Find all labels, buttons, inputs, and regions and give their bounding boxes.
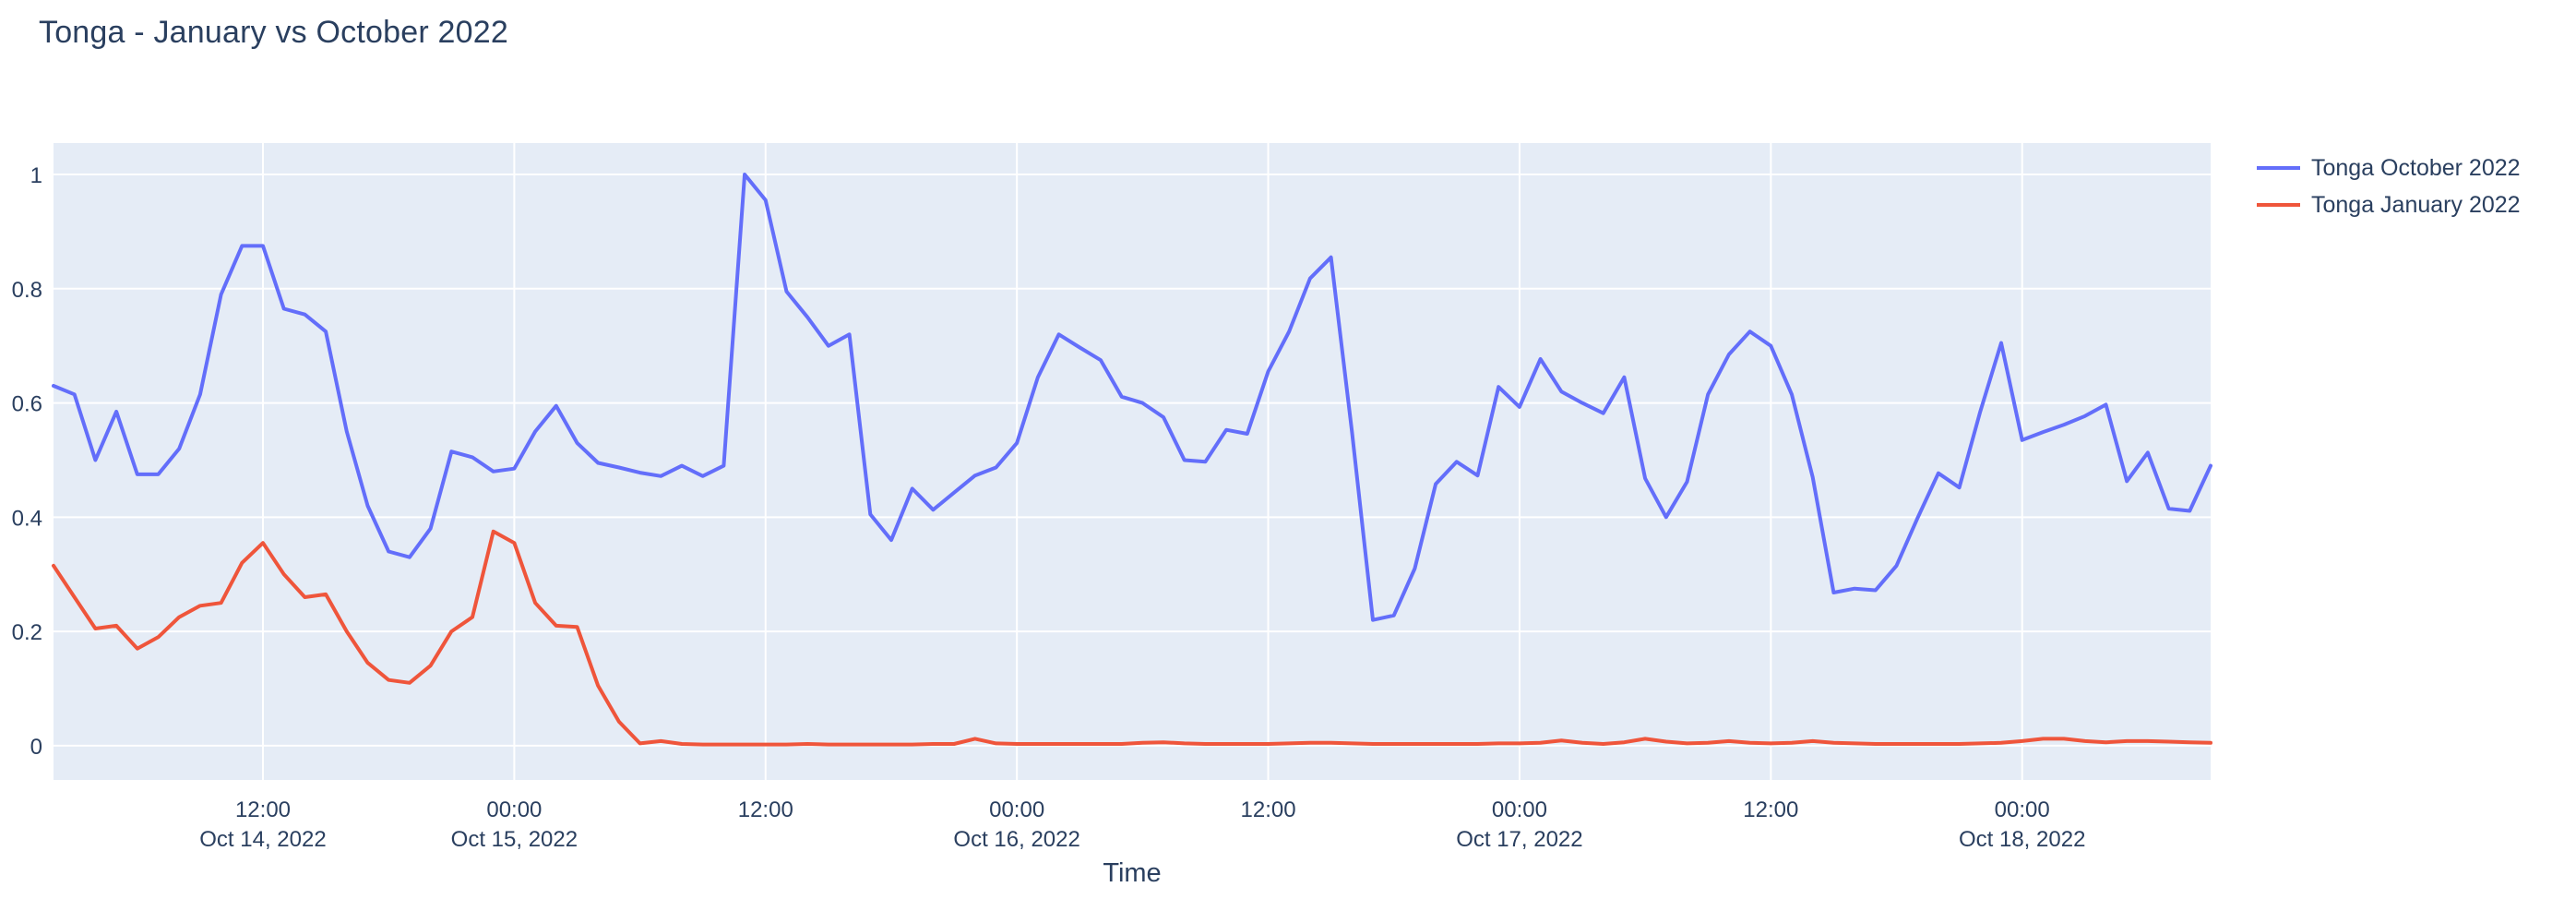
x-tick-time-label: 12:00 [235,797,291,822]
series-line-january[interactable] [52,529,2212,747]
legend-line-sample-january [2257,203,2300,207]
y-tick-label: 1 [30,163,42,188]
x-tick-time-label: 00:00 [486,797,542,822]
y-tick-label: 0.6 [12,392,42,417]
y-tick-label: 0 [30,735,42,760]
legend-label-january: Tonga January 2022 [2311,191,2521,218]
legend-line-sample-october [2257,166,2300,170]
x-tick-date-label: Oct 18, 2022 [1959,827,2085,852]
series-line-october[interactable] [52,173,2212,622]
x-tick-date-label: Oct 15, 2022 [451,827,578,852]
x-tick-date-label: Oct 14, 2022 [199,827,326,852]
x-tick-date-label: Oct 16, 2022 [953,827,1079,852]
chart-title: Tonga - January vs October 2022 [39,15,508,50]
x-tick-time-label: 00:00 [989,797,1044,822]
xaxis-title: Time [1103,858,1162,888]
legend-label-october: Tonga October 2022 [2311,154,2521,181]
x-tick-time-label: 12:00 [1743,797,1798,822]
y-tick-label: 0.2 [12,620,42,645]
x-tick-time-label: 12:00 [738,797,793,822]
x-tick-time-label: 00:00 [1995,797,2050,822]
x-tick-date-label: Oct 17, 2022 [1456,827,1582,852]
legend-item-tonga-january-2022[interactable]: Tonga January 2022 [2257,186,2521,223]
y-tick-label: 0.8 [12,278,42,303]
legend-item-tonga-october-2022[interactable]: Tonga October 2022 [2257,150,2521,186]
y-tick-label: 0.4 [12,506,42,531]
plot-background [54,143,2211,780]
x-tick-time-label: 12:00 [1241,797,1296,822]
x-tick-time-label: 00:00 [1492,797,1547,822]
legend: Tonga October 2022 Tonga January 2022 [2257,150,2521,223]
